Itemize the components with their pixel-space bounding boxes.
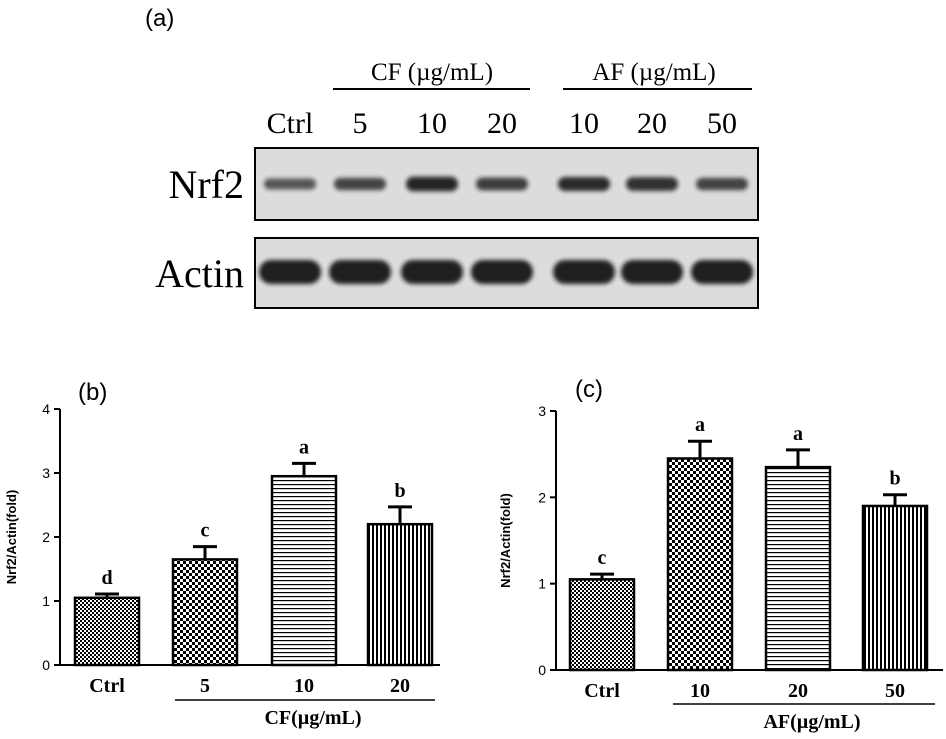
lane-headers: CF (µg/mL) AF (µg/mL) Ctrl 5 10 20 10 20 50 (267, 59, 752, 140)
significance-letter: c (201, 520, 210, 542)
lane-label: Ctrl (267, 107, 314, 140)
lane-label: 5 (353, 107, 368, 140)
x-tick-label: Ctrl (584, 680, 620, 702)
y-axis-label: Nrf2/Actin(fold) (498, 493, 513, 588)
panel-b-label: (b) (78, 379, 107, 406)
blots: Nrf2 Actin (155, 147, 759, 309)
y-tick-label: 3 (538, 403, 546, 419)
significance-letter: d (101, 567, 112, 589)
y-tick-label: 1 (538, 576, 546, 592)
x-tick-label: 10 (294, 675, 314, 697)
band (401, 260, 463, 284)
panel-b: (b) 0 1 2 3 4 Nrf2/Actin(fold) d Ctrl c 5 a 10 b 20 CF… (4, 379, 440, 729)
significance-letter: a (299, 436, 309, 458)
group-label: CF (µg/mL) (371, 59, 493, 86)
bar (666, 457, 734, 672)
blot-label: Nrf2 (168, 162, 244, 207)
band (259, 260, 321, 284)
y-tick-label: 2 (538, 489, 546, 505)
bar (861, 504, 929, 672)
band (406, 176, 458, 192)
y-tick-label: 0 (538, 662, 546, 678)
band (264, 178, 316, 190)
panel-a-label: (a) (145, 5, 174, 32)
significance-letter: c (598, 547, 607, 569)
significance-letter: b (394, 480, 405, 502)
band (476, 177, 528, 191)
y-axis-label: Nrf2/Actin(fold) (4, 490, 19, 585)
band (621, 260, 683, 284)
blot-nrf2: Nrf2 (168, 147, 759, 221)
bar (73, 596, 141, 667)
panel-c-label: (c) (575, 376, 603, 403)
bar (764, 465, 832, 672)
bar (270, 474, 338, 667)
band (558, 176, 610, 192)
significance-letter: a (793, 423, 803, 445)
x-tick-label: 10 (690, 680, 710, 702)
blot-label: Actin (155, 251, 244, 296)
lane-label: 10 (569, 107, 599, 140)
panel-c: (c) 0 1 2 3 Nrf2/Actin(fold) c Ctrl a 10 a 20 b 50 AF… (498, 376, 943, 733)
y-tick-label: 4 (42, 401, 50, 417)
y-tick-label: 1 (42, 593, 50, 609)
band (691, 260, 753, 284)
group-label: AF (µg/mL) (592, 59, 715, 86)
lane-label: 20 (637, 107, 667, 140)
lane-label: 20 (487, 107, 517, 140)
significance-letter: a (695, 414, 705, 436)
bar (366, 522, 434, 667)
x-axis-label: CF(µg/mL) (264, 707, 361, 729)
panel-a: (a) CF (µg/mL) AF (µg/mL)Ctrl 5 10 20 10 20 50 … (145, 5, 759, 309)
x-tick-label: 50 (885, 680, 905, 702)
x-tick-label: 20 (788, 680, 808, 702)
band (553, 260, 615, 284)
band (626, 177, 678, 191)
y-tick-label: 2 (42, 529, 50, 545)
band (471, 260, 533, 284)
bar (568, 578, 636, 672)
band (329, 260, 391, 284)
lane-label: 50 (707, 107, 737, 140)
x-tick-label: 20 (390, 675, 410, 697)
band (334, 177, 386, 191)
x-axis-label: AF(µg/mL) (763, 711, 860, 733)
x-tick-label: 5 (200, 675, 210, 697)
significance-letter: b (889, 468, 900, 490)
band (696, 177, 748, 191)
x-tick-label: Ctrl (89, 675, 125, 697)
lane-label: 10 (417, 107, 447, 140)
bar (171, 558, 239, 667)
y-tick-label: 0 (42, 657, 50, 673)
blot-actin: Actin (155, 237, 759, 309)
y-tick-label: 3 (42, 465, 50, 481)
